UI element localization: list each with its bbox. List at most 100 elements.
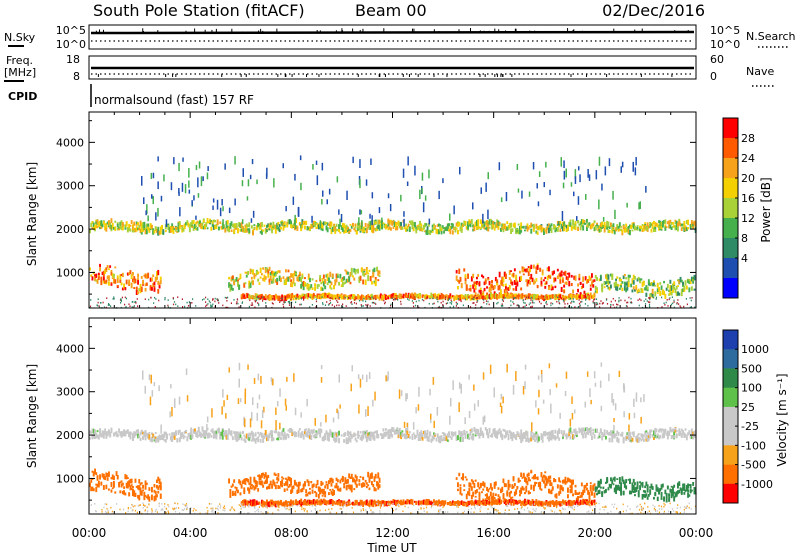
range-gate-cell	[443, 227, 445, 229]
range-gate-cell	[672, 283, 674, 289]
range-gate-cell	[494, 223, 497, 229]
noise-point	[577, 306, 579, 308]
range-gate-cell	[517, 432, 520, 437]
noise-point	[595, 303, 598, 306]
noise-point	[524, 305, 526, 308]
range-gate-cell	[186, 436, 189, 442]
range-gate-cell	[188, 434, 191, 439]
range-gate-cell	[535, 230, 538, 234]
range-gate-cell	[625, 438, 628, 441]
range-gate-cell	[465, 431, 468, 434]
range-gate-cell	[574, 428, 577, 432]
range-gate-cell	[673, 428, 676, 433]
range-gate-cell	[406, 295, 409, 298]
noise-point	[287, 301, 289, 303]
range-gate-cell	[311, 429, 314, 433]
range-gate-cell	[119, 221, 122, 226]
range-gate-cell	[301, 431, 304, 435]
range-gate-cell	[300, 286, 303, 290]
range-gate-cell	[205, 222, 208, 227]
range-gate-cell	[497, 296, 500, 299]
range-gate-cell	[553, 478, 555, 483]
range-gate-cell	[92, 488, 95, 492]
range-gate-cell	[139, 482, 142, 486]
range-gate-cell	[243, 438, 246, 442]
range-gate-cell	[588, 429, 591, 433]
noise-point	[124, 296, 126, 299]
range-gate-cell	[593, 220, 596, 224]
range-gate-cell	[321, 278, 324, 283]
range-gate-cell	[157, 486, 160, 490]
scatter-echo	[200, 176, 203, 187]
scatter-echo	[212, 198, 215, 203]
noise-point	[546, 303, 548, 306]
range-gate-cell	[610, 430, 612, 436]
range-gate-cell	[474, 292, 477, 296]
range-gate-cell	[395, 429, 397, 433]
range-gate-cell	[464, 297, 467, 300]
nsearch-tick-top: 10^5	[710, 24, 740, 37]
noise-point	[351, 303, 353, 305]
noise-point	[649, 306, 651, 308]
noise-point	[426, 297, 428, 299]
range-gate-cell	[562, 435, 564, 439]
noise-point	[442, 300, 444, 303]
range-gate-cell	[325, 274, 328, 278]
range-gate-cell	[661, 428, 664, 431]
noise-point	[488, 297, 491, 300]
range-gate-cell	[482, 483, 485, 486]
range-gate-cell	[403, 294, 406, 297]
noise-point	[630, 301, 632, 303]
range-gate-cell	[229, 430, 232, 434]
scatter-echo	[545, 161, 547, 168]
scatter-echo	[487, 209, 489, 220]
range-gate-cell	[110, 489, 113, 493]
range-gate-cell	[343, 294, 346, 300]
range-gate-cell	[589, 295, 592, 298]
range-gate-cell	[230, 485, 233, 488]
range-gate-cell	[617, 226, 620, 232]
range-gate-cell	[535, 223, 538, 229]
noise-point	[569, 297, 571, 300]
scatter-echo	[381, 217, 383, 228]
range-gate-cell	[586, 225, 588, 228]
noise-point	[271, 302, 273, 304]
range-gate-cell	[420, 434, 423, 439]
range-gate-cell	[613, 229, 616, 235]
range-gate-cell	[97, 480, 100, 485]
range-gate-cell	[130, 487, 133, 491]
noise-point	[452, 305, 455, 308]
range-gate-cell	[673, 435, 676, 439]
range-gate-cell	[345, 295, 348, 298]
range-gate-cell	[472, 284, 475, 289]
range-gate-cell	[515, 286, 518, 291]
range-gate-cell	[329, 478, 332, 483]
range-gate-cell	[381, 296, 383, 301]
range-gate-cell	[143, 491, 146, 498]
range-gate-cell	[483, 287, 486, 292]
range-gate-cell	[119, 431, 122, 436]
range-gate-cell	[181, 228, 184, 233]
range-gate-cell	[458, 430, 461, 435]
range-gate-cell	[401, 227, 404, 230]
range-gate-cell	[457, 286, 459, 290]
range-gate-cell	[175, 227, 177, 232]
range-gate-cell	[577, 283, 579, 287]
range-gate-cell	[379, 293, 382, 299]
range-gate-cell	[445, 226, 448, 231]
scatter-echo	[403, 218, 405, 227]
range-gate-cell	[474, 490, 477, 494]
range-gate-cell	[543, 480, 545, 483]
scatter-echo	[234, 198, 236, 206]
range-gate-cell	[440, 292, 443, 299]
range-gate-cell	[240, 484, 243, 489]
range-gate-cell	[190, 427, 193, 433]
range-gate-cell	[498, 432, 501, 434]
scatter-echo	[173, 157, 175, 165]
range-gate-cell	[382, 222, 385, 225]
range-gate-cell	[481, 274, 483, 277]
range-gate-cell	[302, 286, 305, 291]
range-gate-cell	[508, 285, 511, 290]
range-gate-cell	[513, 280, 516, 285]
range-gate-cell	[264, 276, 267, 280]
